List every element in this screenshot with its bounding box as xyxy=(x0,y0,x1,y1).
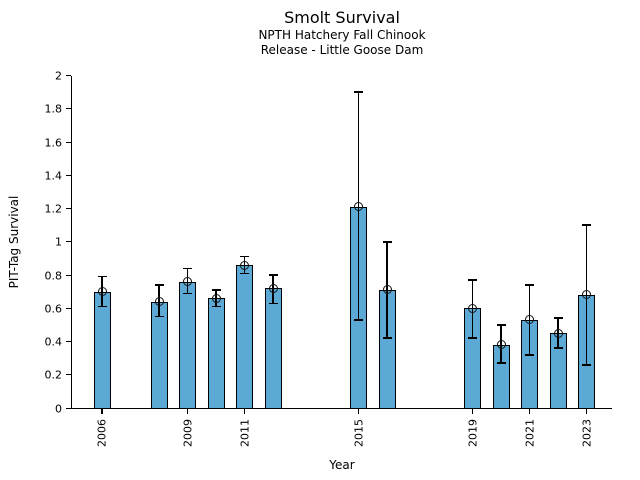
y-tick xyxy=(66,374,71,376)
y-tick-label: 0.4 xyxy=(44,335,63,349)
point-marker-2023 xyxy=(582,290,591,300)
error-cap-top-2010 xyxy=(211,289,221,291)
x-tick xyxy=(186,409,189,414)
y-tick xyxy=(66,274,71,276)
error-cap-top-2020 xyxy=(496,324,506,326)
y-tick-label: 0.8 xyxy=(44,269,63,282)
error-cap-bottom-2010 xyxy=(211,305,221,308)
bar-2010 xyxy=(207,298,225,409)
point-marker-2016 xyxy=(382,285,392,295)
x-tick-label-text: 2023 xyxy=(580,419,593,447)
y-tick xyxy=(66,341,71,343)
x-tick-label-text: 2006 xyxy=(95,419,109,447)
x-tick-label-text: 2015 xyxy=(352,419,365,447)
y-tick xyxy=(66,208,71,210)
x-tick xyxy=(471,409,474,414)
error-cap-top-2022 xyxy=(553,317,563,319)
x-tick xyxy=(243,409,246,414)
y-tick xyxy=(66,407,71,409)
point-marker-2011 xyxy=(240,260,249,270)
point-marker-2019 xyxy=(468,303,477,313)
x-tick xyxy=(357,409,360,414)
point-marker-2006 xyxy=(97,287,107,297)
x-tick-label-text: 2009 xyxy=(181,419,194,447)
point-marker-2010 xyxy=(211,293,221,303)
point-marker-2009 xyxy=(183,277,192,287)
x-tick xyxy=(585,409,588,414)
error-cap-top-2006 xyxy=(97,275,107,278)
y-tick-label: 0.6 xyxy=(44,302,63,316)
error-cap-bottom-2008 xyxy=(154,315,164,318)
x-tick-label-text: 2019 xyxy=(466,419,479,447)
error-cap-bottom-2022 xyxy=(553,347,563,349)
error-cap-bottom-2019 xyxy=(468,337,477,339)
point-marker-2020 xyxy=(496,340,506,350)
y-tick-label: 0.2 xyxy=(44,368,63,382)
error-cap-top-2016 xyxy=(382,241,392,243)
y-tick-label: 1 xyxy=(55,235,62,249)
y-tick-label: 2 xyxy=(55,69,62,83)
error-cap-bottom-2012 xyxy=(268,302,278,304)
x-tick-label-text: 2011 xyxy=(238,419,251,447)
y-tick xyxy=(66,108,71,110)
y-tick-label: 1.4 xyxy=(44,169,63,183)
x-tick xyxy=(528,409,531,414)
point-marker-2012 xyxy=(268,283,278,293)
error-cap-top-2021 xyxy=(525,284,534,286)
x-tick-label-text: 2021 xyxy=(523,419,536,447)
y-tick xyxy=(66,174,71,176)
error-cap-bottom-2015 xyxy=(354,319,363,321)
point-marker-2022 xyxy=(553,328,563,338)
title-block: Smolt Survival NPTH Hatchery Fall Chinoo… xyxy=(22,8,640,58)
error-cap-bottom-2006 xyxy=(97,305,107,308)
x-axis-spine xyxy=(72,408,612,410)
error-cap-top-2011 xyxy=(240,255,249,258)
y-tick-label: 1.8 xyxy=(44,102,63,116)
error-cap-bottom-2020 xyxy=(496,362,506,364)
x-tick xyxy=(101,409,103,414)
chart-subtitle-line2: Release - Little Goose Dam xyxy=(260,43,424,57)
error-cap-bottom-2023 xyxy=(582,364,591,366)
error-cap-bottom-2021 xyxy=(525,354,534,356)
point-marker-2008 xyxy=(154,297,164,307)
bar-2006 xyxy=(93,291,111,409)
x-axis-label: Year xyxy=(329,458,355,472)
chart-subtitle-line1: NPTH Hatchery Fall Chinook xyxy=(258,28,426,42)
y-tick xyxy=(66,307,71,309)
point-marker-2021 xyxy=(525,315,534,325)
error-cap-bottom-2009 xyxy=(183,292,192,295)
error-cap-bottom-2016 xyxy=(382,337,392,339)
chart-title: Smolt Survival xyxy=(284,8,400,27)
error-cap-top-2019 xyxy=(468,279,477,281)
bar-2012 xyxy=(264,288,282,409)
y-tick-label: 1.6 xyxy=(44,136,63,149)
error-cap-top-2009 xyxy=(183,267,192,270)
point-marker-2015 xyxy=(354,202,363,212)
y-tick xyxy=(66,141,71,143)
y-tick xyxy=(66,75,71,77)
error-cap-top-2012 xyxy=(268,274,278,276)
y-tick-label: 0 xyxy=(55,402,62,415)
error-cap-top-2015 xyxy=(354,91,363,93)
bar-2011 xyxy=(236,265,253,409)
error-cap-bottom-2011 xyxy=(240,272,249,275)
bar-2009 xyxy=(179,281,196,409)
y-axis-spine xyxy=(71,75,73,409)
error-cap-top-2008 xyxy=(154,284,164,286)
y-axis-label-text: PIT-Tag Survival xyxy=(7,195,21,289)
error-cap-top-2023 xyxy=(582,224,591,226)
y-tick-label: 1.2 xyxy=(44,202,63,216)
y-tick xyxy=(66,241,71,243)
bar-2008 xyxy=(150,301,168,409)
